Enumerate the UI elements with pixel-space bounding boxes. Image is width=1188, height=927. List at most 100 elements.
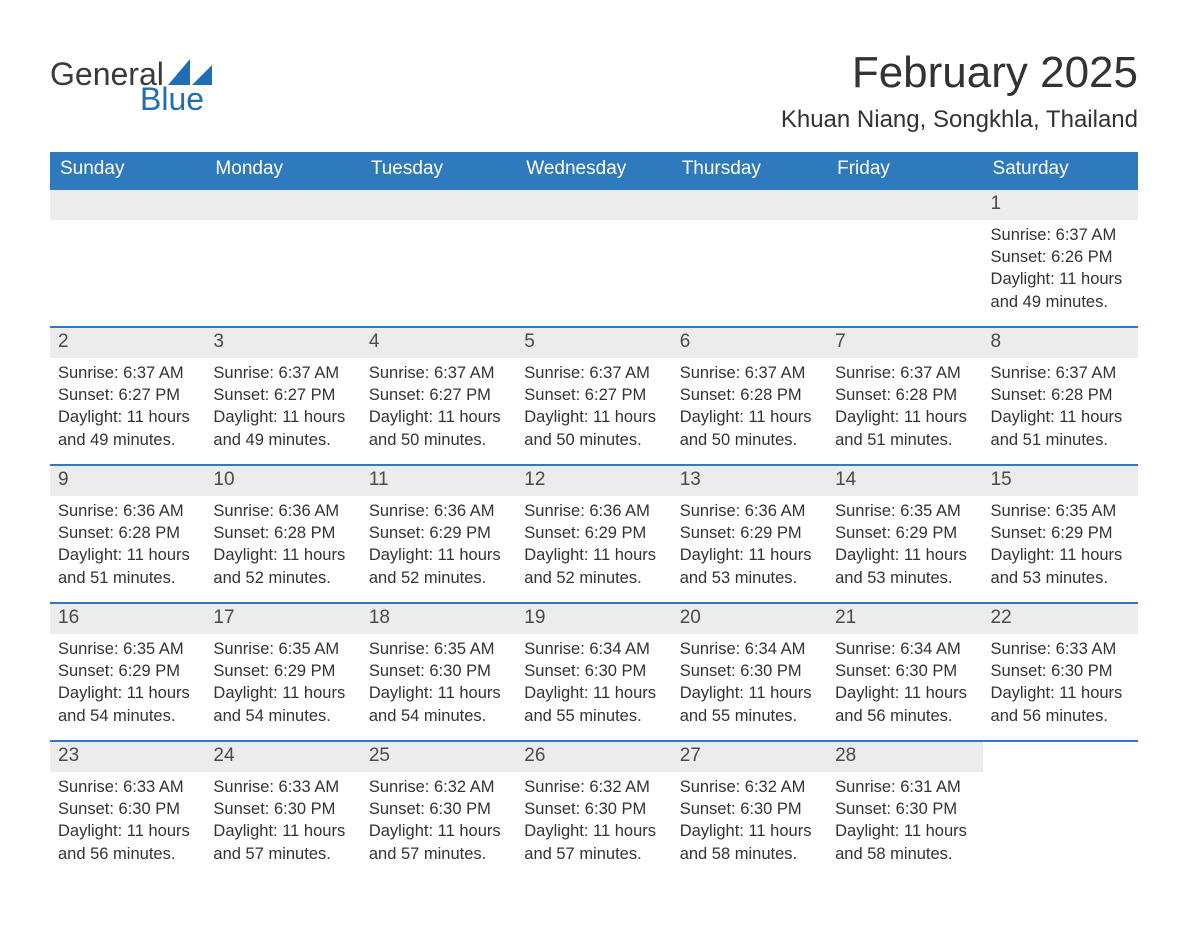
- day-number: 14: [827, 466, 982, 496]
- sunrise-text: Sunrise: 6:34 AM: [680, 638, 819, 660]
- day-number-empty: [827, 190, 982, 220]
- calendar-week-row: 2 Sunrise: 6:37 AMSunset: 6:27 PMDaylight…: [50, 327, 1138, 465]
- sunset-text: Sunset: 6:30 PM: [524, 660, 663, 682]
- calendar-cell: 19Sunrise: 6:34 AMSunset: 6:30 PMDayligh…: [516, 603, 671, 741]
- day-details: Sunrise: 6:31 AMSunset: 6:30 PMDaylight:…: [827, 772, 982, 875]
- calendar-cell: 18Sunrise: 6:35 AMSunset: 6:30 PMDayligh…: [361, 603, 516, 741]
- sunset-text: Sunset: 6:28 PM: [680, 384, 819, 406]
- daylight-text: Daylight: 11 hours and 50 minutes.: [524, 406, 663, 451]
- day-details: Sunrise: 6:37 AMSunset: 6:27 PMDaylight:…: [516, 358, 671, 461]
- sunrise-text: Sunrise: 6:36 AM: [524, 500, 663, 522]
- sunset-text: Sunset: 6:30 PM: [835, 798, 974, 820]
- sunset-text: Sunset: 6:29 PM: [524, 522, 663, 544]
- daylight-text: Daylight: 11 hours and 55 minutes.: [524, 682, 663, 727]
- daylight-text: Daylight: 11 hours and 50 minutes.: [680, 406, 819, 451]
- calendar-cell: 1Sunrise: 6:37 AMSunset: 6:26 PMDaylight…: [983, 189, 1138, 327]
- day-details: Sunrise: 6:36 AMSunset: 6:29 PMDaylight:…: [516, 496, 671, 599]
- sunset-text: Sunset: 6:30 PM: [213, 798, 352, 820]
- calendar-cell: [516, 189, 671, 327]
- calendar-week-row: 1Sunrise: 6:37 AMSunset: 6:26 PMDaylight…: [50, 189, 1138, 327]
- day-number: 21: [827, 604, 982, 634]
- day-number: 12: [516, 466, 671, 496]
- day-details: Sunrise: 6:36 AMSunset: 6:28 PMDaylight:…: [50, 496, 205, 599]
- calendar-cell: [50, 189, 205, 327]
- day-number-empty: [516, 190, 671, 220]
- sunrise-text: Sunrise: 6:33 AM: [213, 776, 352, 798]
- weekday-header: Monday: [205, 152, 360, 189]
- day-number: 13: [672, 466, 827, 496]
- sunset-text: Sunset: 6:29 PM: [680, 522, 819, 544]
- calendar-cell: 27Sunrise: 6:32 AMSunset: 6:30 PMDayligh…: [672, 741, 827, 879]
- calendar-cell: 6Sunrise: 6:37 AMSunset: 6:28 PMDaylight…: [672, 327, 827, 465]
- sunset-text: Sunset: 6:30 PM: [680, 798, 819, 820]
- sunrise-text: Sunrise: 6:35 AM: [58, 638, 197, 660]
- weekday-header: Tuesday: [361, 152, 516, 189]
- weekday-header: Saturday: [983, 152, 1138, 189]
- calendar-cell: 9Sunrise: 6:36 AMSunset: 6:28 PMDaylight…: [50, 465, 205, 603]
- daylight-text: Daylight: 11 hours and 53 minutes.: [835, 544, 974, 589]
- sunset-text: Sunset: 6:30 PM: [58, 798, 197, 820]
- daylight-text: Daylight: 11 hours and 51 minutes.: [835, 406, 974, 451]
- day-number: 5: [516, 328, 671, 358]
- weekday-header-row: SundayMondayTuesdayWednesdayThursdayFrid…: [50, 152, 1138, 189]
- calendar-cell: 23Sunrise: 6:33 AMSunset: 6:30 PMDayligh…: [50, 741, 205, 879]
- daylight-text: Daylight: 11 hours and 49 minutes.: [991, 268, 1130, 313]
- calendar-table: SundayMondayTuesdayWednesdayThursdayFrid…: [50, 152, 1138, 879]
- day-number: 10: [205, 466, 360, 496]
- day-details: Sunrise: 6:37 AMSunset: 6:28 PMDaylight:…: [827, 358, 982, 461]
- sunset-text: Sunset: 6:28 PM: [991, 384, 1130, 406]
- calendar-cell: [205, 189, 360, 327]
- day-number: 11: [361, 466, 516, 496]
- day-number: 20: [672, 604, 827, 634]
- day-details: Sunrise: 6:35 AMSunset: 6:29 PMDaylight:…: [983, 496, 1138, 599]
- day-number: 23: [50, 742, 205, 772]
- day-details: Sunrise: 6:32 AMSunset: 6:30 PMDaylight:…: [516, 772, 671, 875]
- sunrise-text: Sunrise: 6:36 AM: [369, 500, 508, 522]
- daylight-text: Daylight: 11 hours and 54 minutes.: [58, 682, 197, 727]
- day-details: Sunrise: 6:35 AMSunset: 6:29 PMDaylight:…: [205, 634, 360, 737]
- calendar-cell: 3Sunrise: 6:37 AMSunset: 6:27 PMDaylight…: [205, 327, 360, 465]
- daylight-text: Daylight: 11 hours and 52 minutes.: [213, 544, 352, 589]
- day-number: 2: [50, 328, 205, 358]
- sunrise-text: Sunrise: 6:33 AM: [991, 638, 1130, 660]
- day-number-empty: [672, 190, 827, 220]
- day-number: 8: [983, 328, 1138, 358]
- sunrise-text: Sunrise: 6:32 AM: [524, 776, 663, 798]
- sunrise-text: Sunrise: 6:37 AM: [369, 362, 508, 384]
- day-number: 17: [205, 604, 360, 634]
- sunrise-text: Sunrise: 6:37 AM: [680, 362, 819, 384]
- calendar-cell: 4Sunrise: 6:37 AMSunset: 6:27 PMDaylight…: [361, 327, 516, 465]
- day-number: 16: [50, 604, 205, 634]
- sunrise-text: Sunrise: 6:36 AM: [58, 500, 197, 522]
- day-details: Sunrise: 6:33 AMSunset: 6:30 PMDaylight:…: [983, 634, 1138, 737]
- calendar-cell: 10Sunrise: 6:36 AMSunset: 6:28 PMDayligh…: [205, 465, 360, 603]
- day-number: 28: [827, 742, 982, 772]
- calendar-cell: [827, 189, 982, 327]
- calendar-cell: [983, 741, 1138, 879]
- calendar-week-row: 9Sunrise: 6:36 AMSunset: 6:28 PMDaylight…: [50, 465, 1138, 603]
- day-details: Sunrise: 6:37 AMSunset: 6:26 PMDaylight:…: [983, 220, 1138, 323]
- weekday-header: Sunday: [50, 152, 205, 189]
- sunrise-text: Sunrise: 6:35 AM: [213, 638, 352, 660]
- daylight-text: Daylight: 11 hours and 55 minutes.: [680, 682, 819, 727]
- day-number: 18: [361, 604, 516, 634]
- calendar-week-row: 23Sunrise: 6:33 AMSunset: 6:30 PMDayligh…: [50, 741, 1138, 879]
- sunset-text: Sunset: 6:29 PM: [991, 522, 1130, 544]
- daylight-text: Daylight: 11 hours and 54 minutes.: [213, 682, 352, 727]
- sunset-text: Sunset: 6:28 PM: [58, 522, 197, 544]
- daylight-text: Daylight: 11 hours and 58 minutes.: [680, 820, 819, 865]
- sunrise-text: Sunrise: 6:33 AM: [58, 776, 197, 798]
- day-details: Sunrise: 6:37 AMSunset: 6:28 PMDaylight:…: [983, 358, 1138, 461]
- calendar-cell: 25Sunrise: 6:32 AMSunset: 6:30 PMDayligh…: [361, 741, 516, 879]
- sunrise-text: Sunrise: 6:31 AM: [835, 776, 974, 798]
- calendar-cell: [361, 189, 516, 327]
- weekday-header: Friday: [827, 152, 982, 189]
- sunset-text: Sunset: 6:29 PM: [213, 660, 352, 682]
- calendar-cell: 7Sunrise: 6:37 AMSunset: 6:28 PMDaylight…: [827, 327, 982, 465]
- calendar-cell: 13Sunrise: 6:36 AMSunset: 6:29 PMDayligh…: [672, 465, 827, 603]
- daylight-text: Daylight: 11 hours and 56 minutes.: [835, 682, 974, 727]
- daylight-text: Daylight: 11 hours and 57 minutes.: [524, 820, 663, 865]
- sunset-text: Sunset: 6:26 PM: [991, 246, 1130, 268]
- sunrise-text: Sunrise: 6:34 AM: [524, 638, 663, 660]
- day-number: 1: [983, 190, 1138, 220]
